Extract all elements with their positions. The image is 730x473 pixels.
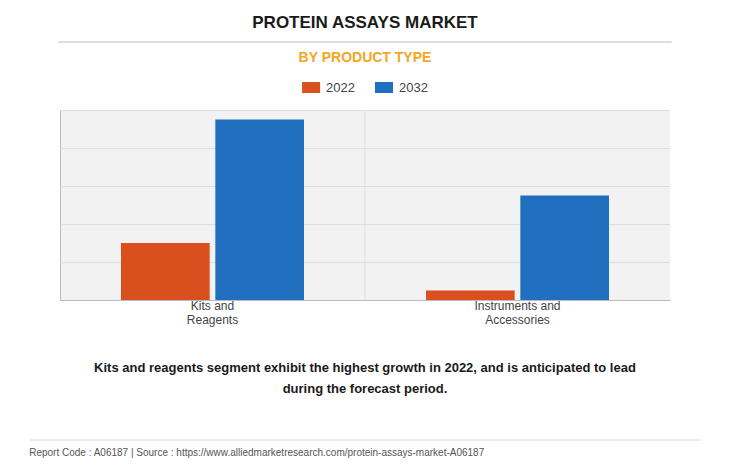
legend-item: 2032 xyxy=(375,80,428,95)
y-axis xyxy=(60,111,670,301)
legend-swatch xyxy=(302,82,320,93)
title-rule xyxy=(58,42,671,43)
chart: PROTEIN ASSAYS MARKET BY PRODUCT TYPE Kits… xyxy=(0,0,730,473)
grid-line xyxy=(60,300,670,301)
bar xyxy=(520,196,609,301)
legend-item: 2022 xyxy=(302,80,355,95)
legend-label: 2022 xyxy=(326,80,355,95)
legend: 2022 2032 xyxy=(302,80,428,95)
bar xyxy=(121,243,210,300)
y-axis-line xyxy=(61,111,671,301)
footer-rule xyxy=(29,440,701,441)
legend-label: 2032 xyxy=(399,80,428,95)
bar xyxy=(215,120,304,301)
y-tick xyxy=(60,300,670,301)
series xyxy=(215,120,609,301)
legend-swatch xyxy=(375,82,393,93)
x-tick: Kits andReagents xyxy=(187,299,238,327)
category-separator xyxy=(365,110,366,300)
series xyxy=(121,243,515,300)
subtitle: BY PRODUCT TYPE xyxy=(299,49,432,65)
x-axis: Kits andReagents Instruments andAccessori… xyxy=(61,299,671,327)
title: PROTEIN ASSAYS MARKET xyxy=(252,13,478,32)
bars xyxy=(121,120,609,301)
x-tick-label: Instruments andAccessories xyxy=(474,299,560,327)
x-tick: Instruments andAccessories xyxy=(474,299,560,327)
annotation: Kits and reagents segment exhibit the hi… xyxy=(94,360,636,396)
x-tick-label: Kits andReagents xyxy=(187,299,238,327)
footer: Report Code : A06187 | Source : https://… xyxy=(29,447,484,458)
plot-area xyxy=(60,110,670,300)
x-axis-line xyxy=(61,300,671,301)
